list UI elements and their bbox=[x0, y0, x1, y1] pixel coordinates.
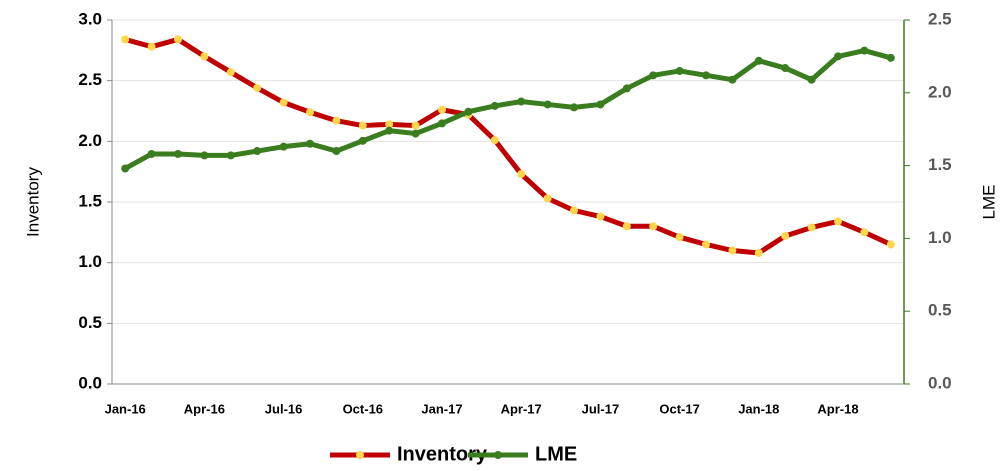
series-line bbox=[124, 36, 892, 256]
legend-label: Inventory bbox=[397, 443, 488, 465]
y2-tick-label: 2.0 bbox=[928, 82, 952, 101]
x-tick-label: Oct-16 bbox=[343, 401, 383, 416]
series-marker bbox=[279, 142, 288, 151]
series-marker bbox=[570, 206, 578, 215]
series-marker bbox=[860, 228, 869, 237]
series-marker bbox=[174, 149, 182, 158]
series-marker bbox=[279, 98, 288, 107]
y-tick-label: 2.5 bbox=[78, 70, 102, 89]
series-marker bbox=[675, 233, 684, 242]
series-marker bbox=[226, 68, 235, 77]
series-marker bbox=[728, 246, 737, 255]
y2-tick-label: 0.5 bbox=[928, 301, 952, 320]
series-marker bbox=[385, 120, 394, 129]
y2-tick-label: 1.0 bbox=[928, 228, 952, 247]
series-marker bbox=[702, 71, 710, 80]
series-marker bbox=[834, 52, 842, 61]
series-marker bbox=[517, 97, 526, 106]
x-tick-label: Apr-16 bbox=[184, 401, 225, 416]
series-marker bbox=[358, 136, 367, 145]
series-marker bbox=[174, 35, 182, 44]
y-tick-label: 0.0 bbox=[78, 373, 102, 392]
legend-marker bbox=[494, 451, 502, 459]
series-marker bbox=[332, 147, 341, 156]
x-tick-label: Jan-17 bbox=[421, 401, 462, 416]
series-marker bbox=[754, 248, 763, 257]
series-marker bbox=[754, 56, 763, 65]
y-tick-label: 2.0 bbox=[78, 131, 102, 150]
x-tick-label: Apr-17 bbox=[501, 401, 542, 416]
series-marker bbox=[464, 107, 473, 116]
x-tick-label: Jan-16 bbox=[105, 401, 146, 416]
series-marker bbox=[886, 240, 895, 249]
series-marker bbox=[543, 194, 552, 203]
x-tick-label: Oct-17 bbox=[659, 401, 699, 416]
y2-tick-label: 1.5 bbox=[928, 155, 952, 174]
series-marker bbox=[147, 42, 156, 51]
y-tick-label: 0.5 bbox=[78, 313, 102, 332]
series-marker bbox=[834, 217, 842, 226]
series-marker bbox=[649, 222, 658, 231]
y2-tick-label: 0.0 bbox=[928, 373, 952, 392]
series-marker bbox=[306, 139, 314, 148]
x-tick-label: Jul-17 bbox=[582, 401, 620, 416]
series-marker bbox=[570, 103, 578, 112]
series-marker bbox=[517, 170, 526, 179]
y2-axis-title: LME bbox=[979, 185, 998, 220]
series-marker bbox=[147, 149, 156, 158]
y-tick-label: 1.5 bbox=[78, 191, 102, 210]
series-marker bbox=[622, 84, 631, 93]
series-marker bbox=[253, 147, 262, 156]
series-marker bbox=[438, 119, 446, 128]
series-marker bbox=[411, 121, 420, 130]
series-marker bbox=[200, 52, 209, 61]
series-marker bbox=[226, 151, 235, 160]
series-marker bbox=[622, 222, 631, 231]
series-line bbox=[123, 48, 892, 171]
series-marker bbox=[543, 100, 552, 109]
series-marker bbox=[807, 75, 816, 84]
series-marker bbox=[649, 71, 658, 80]
y-axis-title: Inventory bbox=[23, 167, 42, 237]
y-tick-label: 3.0 bbox=[78, 9, 102, 28]
series-marker bbox=[121, 164, 130, 173]
series-marker bbox=[200, 151, 209, 160]
series-marker bbox=[860, 46, 869, 55]
series-marker bbox=[886, 53, 895, 62]
series-marker bbox=[490, 136, 499, 145]
series-marker bbox=[675, 66, 684, 75]
y-tick-label: 1.0 bbox=[78, 252, 102, 271]
legend-marker bbox=[356, 451, 364, 459]
x-tick-label: Jul-16 bbox=[265, 401, 303, 416]
series-marker bbox=[702, 240, 710, 249]
series-marker bbox=[253, 83, 262, 92]
series-marker bbox=[332, 116, 341, 125]
series-marker bbox=[490, 101, 499, 110]
series-marker bbox=[385, 126, 394, 135]
legend-label: LME bbox=[535, 443, 577, 465]
series-marker bbox=[807, 223, 816, 232]
x-tick-label: Apr-18 bbox=[817, 401, 858, 416]
y2-tick-label: 2.5 bbox=[928, 9, 952, 28]
series-marker bbox=[411, 129, 420, 138]
x-tick-label: Jan-18 bbox=[738, 401, 779, 416]
series-marker bbox=[121, 35, 130, 44]
series-marker bbox=[728, 75, 737, 84]
series-marker bbox=[781, 231, 790, 240]
series-marker bbox=[438, 105, 446, 114]
series-marker bbox=[596, 212, 605, 221]
series-marker bbox=[358, 121, 367, 130]
series-marker bbox=[306, 108, 314, 117]
series-marker bbox=[781, 64, 790, 73]
series-marker bbox=[596, 100, 605, 109]
